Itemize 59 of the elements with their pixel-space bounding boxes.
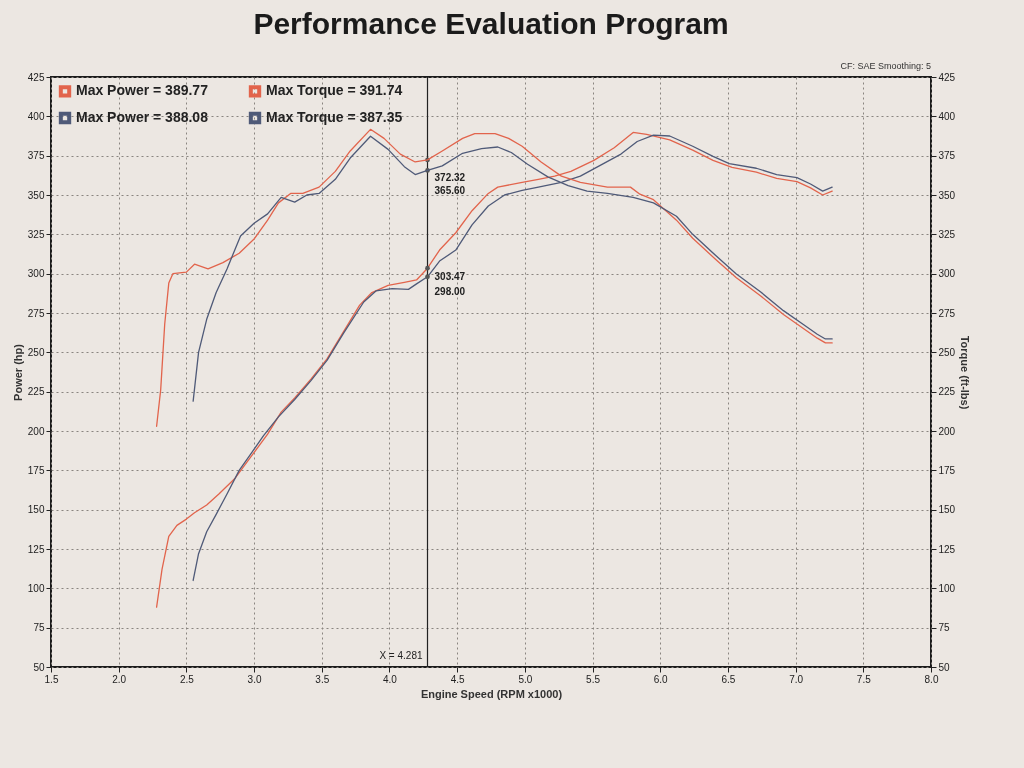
y-tick-label: 100 — [27, 582, 45, 594]
y2-tick-label: 125 — [938, 543, 956, 555]
chart-title: Performance Evaluation Program — [253, 7, 729, 40]
y-tick-label: 250 — [27, 346, 45, 358]
y2-tick-label: 200 — [938, 425, 956, 437]
x-tick-label: 2.0 — [112, 673, 127, 685]
y-tick-label: 275 — [27, 307, 45, 319]
y2-tick-label: 50 — [938, 661, 951, 673]
x-tick-label: 2.5 — [179, 673, 195, 685]
y2-tick-label: 425 — [938, 71, 956, 83]
legend-label: Max Torque = 391.74 — [266, 82, 403, 99]
ref-line-label: X = 4.281 — [379, 650, 423, 661]
y-tick-label: 175 — [27, 464, 45, 476]
x-tick-label: 6.5 — [721, 673, 736, 685]
y-tick-label: 300 — [27, 268, 45, 280]
x-tick-label: 1.5 — [44, 673, 59, 685]
y2-tick-label: 400 — [938, 110, 956, 122]
annotation: 298.00 — [434, 285, 466, 297]
x-tick-label: 8.0 — [924, 673, 939, 685]
x-tick-label: 7.5 — [856, 673, 872, 685]
x-axis-title: Engine Speed (RPM x1000) — [420, 687, 563, 700]
x-tick-label: 5.0 — [518, 673, 533, 685]
x-tick-label: 4.5 — [450, 673, 466, 685]
y2-tick-label: 350 — [938, 189, 956, 201]
y-tick-label: 200 — [27, 425, 45, 437]
y2-tick-label: 325 — [938, 228, 956, 240]
x-tick-label: 5.5 — [586, 673, 601, 685]
y2-tick-label: 225 — [938, 386, 956, 398]
y-tick-label: 150 — [27, 504, 45, 516]
x-tick-label: 7.0 — [789, 673, 804, 685]
y-tick-label: 50 — [33, 661, 45, 673]
x-tick-label: 3.0 — [247, 673, 262, 685]
y2-tick-label: 300 — [938, 268, 956, 280]
annotation: 365.60 — [434, 185, 466, 197]
x-tick-label: 3.5 — [315, 673, 330, 685]
y2-tick-label: 375 — [938, 150, 956, 162]
y2-tick-label: 150 — [938, 504, 956, 516]
y-axis-title: Power (hp) — [11, 343, 24, 401]
y2-tick-label: 175 — [938, 464, 956, 476]
y-tick-label: 225 — [27, 386, 45, 398]
legend-label: Max Power = 389.77 — [76, 82, 209, 99]
y2-tick-label: 275 — [938, 307, 956, 319]
y-tick-label: 425 — [27, 71, 45, 83]
legend-label: Max Torque = 387.35 — [266, 109, 403, 125]
x-tick-label: 6.0 — [653, 673, 669, 685]
y-tick-label: 325 — [27, 228, 45, 240]
y-tick-label: 400 — [27, 110, 45, 122]
text: CF: SAE Smoothing: 5 — [840, 61, 931, 71]
y-tick-label: 375 — [27, 150, 45, 162]
y2-axis-title: Torque (ft-lbs) — [959, 335, 972, 410]
legend-label: Max Power = 388.08 — [76, 109, 209, 125]
y2-tick-label: 250 — [938, 346, 956, 358]
y-tick-label: 75 — [33, 622, 45, 634]
annotation: 303.47 — [434, 271, 466, 283]
y2-tick-label: 100 — [938, 582, 956, 594]
y-tick-label: 125 — [27, 543, 45, 555]
y-tick-label: 350 — [27, 189, 45, 201]
x-tick-label: 4.0 — [383, 673, 398, 685]
y2-tick-label: 75 — [938, 622, 951, 634]
